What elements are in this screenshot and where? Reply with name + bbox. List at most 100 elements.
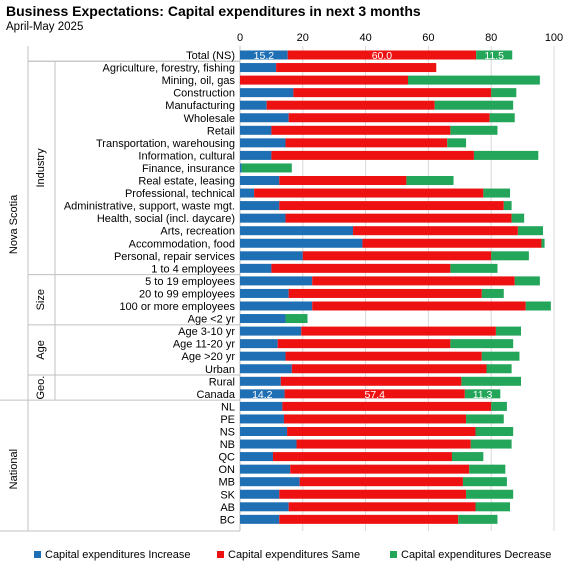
bar-increase: [240, 464, 291, 474]
bar-decrease: [475, 502, 511, 512]
category-label: QC: [219, 452, 236, 464]
bar-same: [299, 477, 463, 487]
data-label: 15.2: [254, 50, 275, 62]
bar-decrease: [481, 351, 520, 361]
bar-same: [279, 176, 407, 185]
category-label: Personal, repair services: [114, 251, 236, 263]
bar-increase: [240, 502, 289, 512]
bar-increase: [240, 339, 278, 349]
bar-decrease: [541, 238, 545, 248]
x-tick-label: 40: [359, 32, 371, 44]
bar-decrease: [503, 201, 512, 211]
bar-decrease: [285, 314, 308, 324]
bar-same: [290, 464, 470, 474]
bar-increase: [240, 138, 286, 148]
bar-increase: [240, 351, 286, 361]
bar-same: [296, 439, 471, 449]
bar-decrease: [464, 389, 501, 399]
bar-increase: [240, 88, 294, 98]
bar-increase: [240, 326, 302, 336]
bar-same: [271, 150, 474, 160]
bar-decrease: [450, 339, 514, 349]
category-label: SK: [220, 489, 235, 501]
bar-decrease: [450, 263, 498, 273]
subgroup-label: Industry: [35, 148, 47, 188]
subgroup-label: Age: [35, 340, 47, 360]
category-label: Health, social (incl. daycare): [97, 213, 235, 225]
category-label: Age 11-20 yr: [173, 339, 236, 351]
category-label: AB: [220, 502, 235, 514]
data-label: 11.5: [484, 50, 504, 62]
bar-increase: [240, 276, 313, 286]
bar-same: [284, 389, 465, 399]
category-label: Administrative, support, waste mgt.: [64, 201, 235, 213]
bar-decrease: [481, 288, 504, 298]
bar-decrease: [514, 276, 540, 286]
bar-increase: [240, 113, 289, 123]
bar-increase: [240, 452, 273, 462]
x-tick-label: 100: [545, 32, 563, 44]
bar-decrease: [241, 163, 292, 173]
category-label: Finance, insurance: [142, 163, 235, 175]
legend-label-same: Capital expenditures Same: [228, 549, 361, 562]
x-tick-label: 80: [485, 32, 497, 44]
x-tick-label: 0: [237, 32, 243, 44]
bar-same: [277, 339, 451, 349]
bar-same: [254, 188, 484, 198]
subgroup-label: Size: [35, 289, 47, 310]
bar-increase: [240, 439, 297, 449]
bar-decrease: [462, 477, 507, 487]
bar-increase: [240, 163, 242, 173]
bar-increase: [240, 401, 283, 411]
category-label: Agriculture, forestry, fishing: [103, 63, 235, 75]
bar-increase: [240, 63, 277, 73]
bar-decrease: [461, 376, 522, 386]
bar-increase: [240, 238, 363, 248]
chart-title: Business Expectations: Capital expenditu…: [6, 3, 421, 19]
category-label: Urban: [205, 364, 235, 376]
bar-same: [287, 50, 477, 60]
bar-increase: [240, 301, 313, 311]
bar-same: [301, 326, 496, 336]
data-label: 57.4: [364, 389, 385, 401]
category-label: Information, cultural: [138, 150, 235, 162]
bar-decrease: [407, 75, 540, 85]
subgroup-label: Geo.: [35, 376, 47, 400]
bar-increase: [240, 376, 281, 386]
bar-same: [272, 452, 452, 462]
legend-label-decrease: Capital expenditures Decrease: [401, 549, 552, 562]
bar-decrease: [406, 176, 454, 185]
category-label: PE: [220, 414, 235, 426]
legend-item-increase: Capital expenditures Increase: [34, 549, 191, 561]
legend-label-increase: Capital expenditures Increase: [45, 549, 191, 562]
bar-same: [285, 138, 448, 148]
bar-increase: [240, 100, 267, 110]
category-label: NS: [220, 427, 235, 439]
category-label: BC: [220, 514, 235, 526]
bar-increase: [240, 226, 354, 236]
bar-same: [312, 276, 515, 286]
category-label: Wholesale: [184, 113, 235, 125]
bar-same: [283, 414, 467, 424]
bar-increase: [240, 150, 272, 160]
bar-increase: [240, 201, 280, 211]
bar-decrease: [451, 452, 484, 462]
bar-increase: [240, 314, 286, 324]
data-label: 11.3: [473, 389, 493, 401]
bar-decrease: [495, 326, 522, 336]
bar-same: [240, 75, 408, 85]
bar-increase: [240, 125, 272, 135]
bar-increase: [240, 251, 303, 261]
bar-increase: [240, 389, 285, 399]
bar-same: [288, 502, 476, 512]
data-label: 60.0: [372, 50, 393, 62]
chart-subtitle: April-May 2025: [6, 21, 84, 33]
bar-decrease: [483, 188, 511, 198]
bar-decrease: [491, 251, 529, 261]
bar-decrease: [466, 414, 504, 424]
bar-increase: [240, 50, 288, 60]
bar-decrease: [466, 489, 514, 499]
category-label: Canada: [196, 389, 235, 401]
category-label: Total (NS): [186, 50, 235, 62]
bar-same: [279, 514, 459, 524]
